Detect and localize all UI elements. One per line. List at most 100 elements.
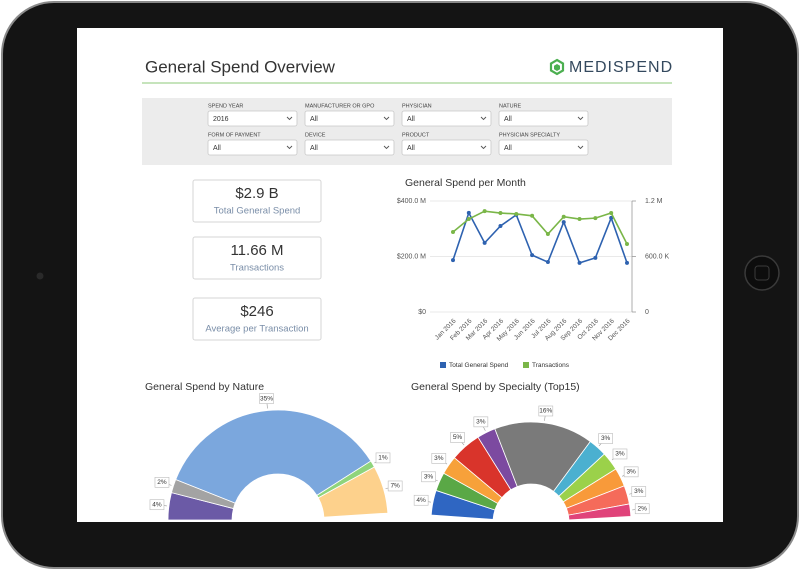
filter-value: 2016 — [213, 116, 229, 123]
filter-label: NATURE — [499, 103, 522, 109]
value-label-box — [149, 499, 165, 511]
chevron — [286, 116, 293, 121]
value-label: 3% — [634, 488, 644, 495]
filter-value: All — [310, 145, 318, 152]
chevron — [383, 116, 390, 121]
value-label: 1% — [378, 455, 388, 462]
filter-select[interactable] — [401, 110, 492, 127]
chevron — [383, 145, 390, 150]
value-label-box — [612, 448, 628, 460]
value-label-box — [623, 466, 639, 478]
filter-value: All — [504, 116, 512, 123]
series-point — [530, 213, 535, 218]
value-label: 3% — [615, 451, 625, 458]
value-label-box — [154, 476, 170, 488]
y-tick-label: $0 — [418, 309, 426, 316]
y2-tick-label: 600.0 K — [645, 253, 669, 260]
value-label-box — [538, 405, 554, 417]
value-label: 2% — [638, 505, 648, 512]
kpi-card — [192, 297, 322, 341]
filter-select[interactable] — [207, 110, 298, 127]
chevron — [577, 145, 584, 150]
filter-select[interactable] — [207, 139, 298, 156]
camera — [36, 272, 44, 280]
series-point — [498, 223, 503, 228]
value-label-box — [431, 453, 447, 464]
legend-swatch — [523, 362, 529, 368]
series-point — [577, 217, 582, 222]
series-line — [452, 210, 628, 245]
logo: MEDISPEND — [569, 59, 673, 76]
home-button[interactable] — [744, 255, 780, 291]
value-label-box — [413, 494, 429, 506]
dashboard: General Spend Overview MEDISPEND SPEND Y… — [142, 57, 673, 521]
series-point — [545, 260, 550, 265]
series-point — [609, 211, 614, 216]
series-point — [530, 253, 535, 258]
value-label: 4% — [416, 497, 426, 504]
series-point — [625, 242, 629, 247]
filter-label: PHYSICIAN — [402, 103, 432, 109]
value-label: 35% — [260, 395, 273, 402]
kpi-value: $246 — [240, 303, 273, 320]
series-point — [593, 255, 598, 260]
filter-select[interactable] — [401, 139, 492, 156]
value-label-box — [598, 433, 613, 444]
series-point — [514, 211, 519, 216]
value-label-box — [421, 471, 436, 483]
y-tick-label: $200.0 M — [397, 253, 426, 260]
pie-slice — [175, 409, 372, 504]
home-icon — [754, 265, 770, 281]
kpi-card — [192, 179, 322, 223]
series-point — [577, 260, 582, 265]
series-point — [482, 209, 487, 214]
series-point — [545, 232, 550, 237]
filter-select[interactable] — [304, 110, 395, 127]
filter-label: FORM OF PAYMENT — [208, 132, 261, 138]
filter-label: DEVICE — [305, 132, 326, 138]
series-point — [561, 214, 566, 219]
series-point — [451, 258, 455, 263]
value-label: 3% — [626, 469, 636, 476]
series-point — [451, 229, 455, 234]
value-label-box — [473, 416, 489, 428]
pie-slice — [494, 421, 591, 492]
value-label: 4% — [152, 501, 162, 508]
series-point — [466, 217, 471, 222]
filter-select[interactable] — [498, 110, 589, 127]
filter-select[interactable] — [304, 139, 395, 156]
series-point — [561, 220, 566, 225]
kpi-card — [192, 236, 322, 280]
filter-select[interactable] — [498, 139, 589, 156]
filter-label: SPEND YEAR — [208, 103, 243, 109]
page-title: General Spend Overview — [145, 57, 336, 76]
y-tick-label: $400.0 M — [397, 198, 426, 205]
filter-value: All — [504, 145, 512, 152]
series-point — [625, 260, 629, 265]
pie-slice — [567, 503, 632, 521]
value-label: 3% — [601, 435, 611, 442]
kpi-label: Average per Transaction — [205, 324, 308, 335]
pie-slice — [317, 466, 389, 518]
y2-tick-label: 0 — [645, 309, 649, 316]
value-label: 3% — [424, 474, 434, 481]
kpi-value: 11.66 M — [230, 242, 283, 259]
chevron — [577, 116, 584, 121]
logo-icon — [549, 58, 565, 76]
chevron — [480, 116, 487, 121]
series-point — [609, 215, 614, 220]
filter-label: MANUFACTURER OR GPO — [305, 103, 375, 109]
y2-tick-label: 1.2 M — [645, 198, 663, 205]
chart-title: General Spend by Specialty (Top15) — [411, 381, 580, 393]
value-label: 5% — [453, 434, 463, 441]
filter-label: PHYSICIAN SPECIALTY — [499, 132, 560, 138]
chevron — [480, 145, 487, 150]
series-point — [482, 240, 487, 245]
value-label-box — [631, 486, 647, 497]
filter-value: All — [213, 145, 221, 152]
filter-label: PRODUCT — [402, 132, 430, 138]
value-label-box — [387, 480, 403, 492]
chart-title: General Spend by Nature — [145, 381, 264, 393]
